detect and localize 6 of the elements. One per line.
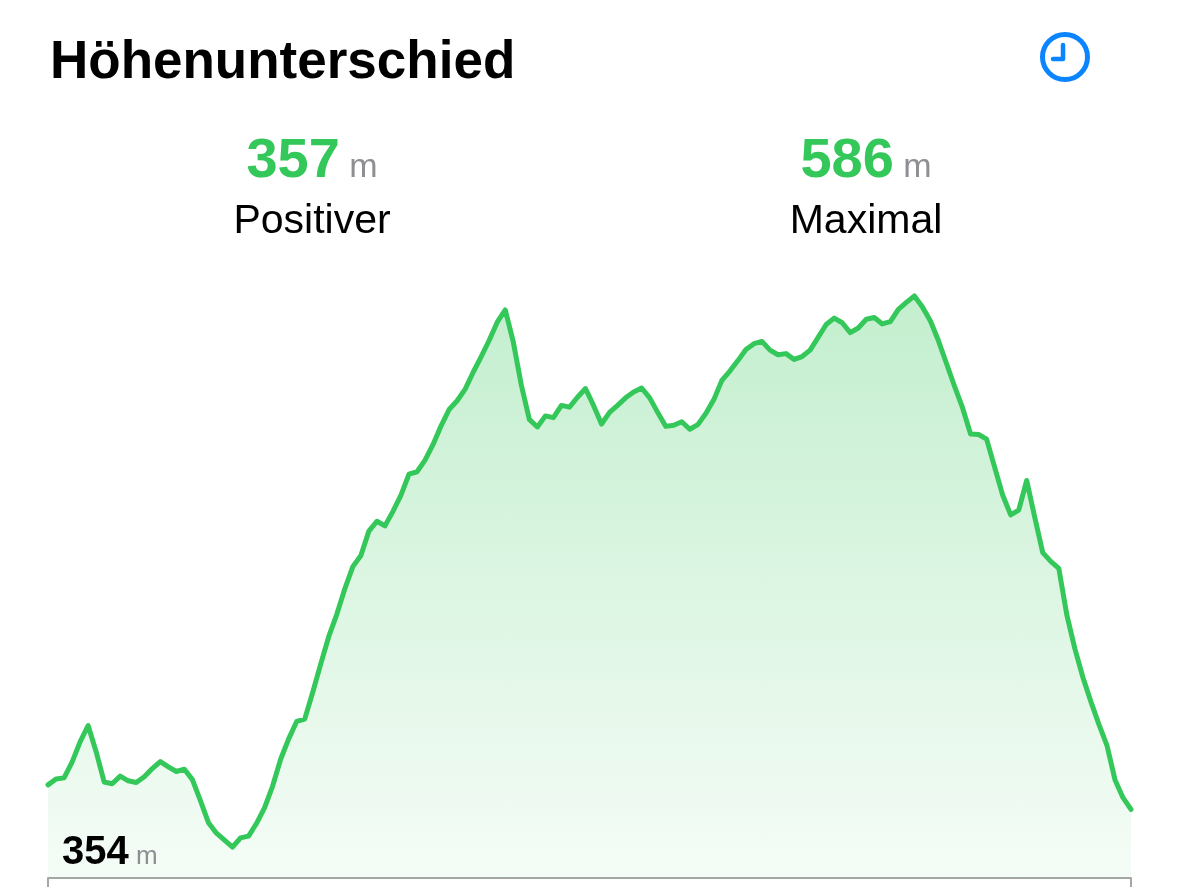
- annotation: 354 m: [62, 828, 158, 872]
- text: Positiver: [232, 196, 392, 242]
- text: 357 m: [246, 126, 378, 189]
- text: Maximal: [788, 196, 944, 242]
- chart-title: Höhenunterschied: [50, 30, 516, 89]
- text: 586 m: [800, 126, 932, 189]
